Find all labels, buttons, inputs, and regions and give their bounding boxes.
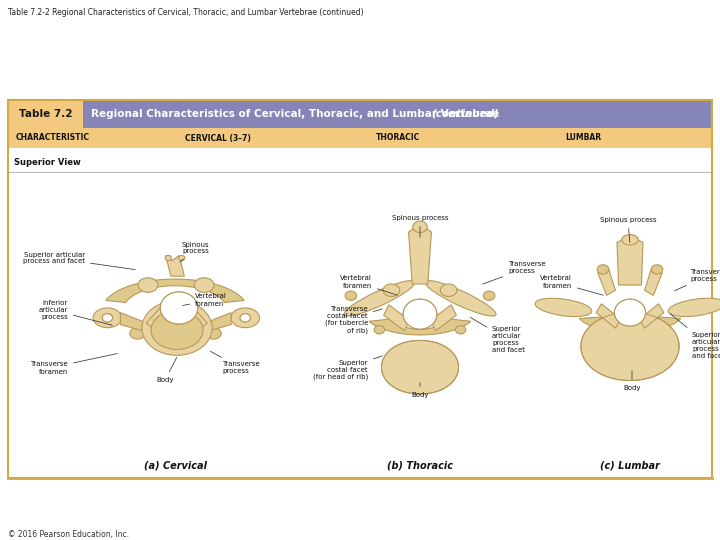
Polygon shape (639, 304, 664, 328)
Text: Superior
articular
process
and facet: Superior articular process and facet (470, 318, 525, 354)
Text: © 2016 Pearson Education, Inc.: © 2016 Pearson Education, Inc. (8, 530, 129, 539)
Polygon shape (431, 305, 456, 331)
Text: Table 7.2: Table 7.2 (19, 109, 72, 119)
Ellipse shape (441, 284, 457, 296)
Text: (a) Cervical: (a) Cervical (143, 461, 207, 471)
Text: (c) Lumbar: (c) Lumbar (600, 461, 660, 471)
Text: Superior articular
process and facet: Superior articular process and facet (23, 252, 135, 269)
Text: Transverse
process: Transverse process (482, 261, 546, 284)
Text: Superior View: Superior View (14, 158, 81, 167)
Ellipse shape (483, 291, 495, 300)
Polygon shape (369, 319, 471, 335)
Text: Superior
articular
process
and facet: Superior articular process and facet (670, 314, 720, 359)
Text: CHARACTERISTIC: CHARACTERISTIC (16, 133, 90, 143)
Ellipse shape (455, 326, 466, 334)
Bar (8, 100, 712, 128)
Polygon shape (382, 340, 459, 394)
Text: Transverse
process: Transverse process (210, 352, 260, 375)
Polygon shape (120, 313, 146, 332)
Ellipse shape (179, 255, 185, 261)
Ellipse shape (142, 301, 212, 355)
Ellipse shape (231, 308, 259, 328)
Ellipse shape (652, 265, 662, 274)
Ellipse shape (535, 298, 592, 316)
Polygon shape (146, 307, 170, 330)
Ellipse shape (165, 255, 171, 261)
Ellipse shape (151, 310, 203, 349)
Polygon shape (205, 313, 231, 332)
Polygon shape (598, 267, 616, 295)
Bar (8, 100, 712, 478)
Ellipse shape (668, 298, 720, 316)
Polygon shape (579, 317, 681, 333)
Text: Superior
costal facet
(for head of rib): Superior costal facet (for head of rib) (312, 356, 382, 380)
Text: Body: Body (156, 357, 176, 383)
Text: CERVICAL (3–7): CERVICAL (3–7) (185, 133, 251, 143)
Polygon shape (644, 267, 662, 295)
Text: (b) Thoracic: (b) Thoracic (387, 461, 453, 471)
Polygon shape (183, 307, 207, 330)
Ellipse shape (374, 326, 384, 334)
Text: Transverse
process: Transverse process (675, 268, 720, 291)
Polygon shape (408, 224, 431, 284)
Text: Vertebral
foramen: Vertebral foramen (340, 275, 397, 295)
Text: (continued): (continued) (431, 109, 499, 119)
Bar (8, 128, 712, 148)
Ellipse shape (598, 265, 608, 274)
Ellipse shape (413, 221, 427, 233)
Ellipse shape (345, 291, 356, 300)
Text: Regional Characteristics of Cervical, Thoracic, and Lumbar Vertebrae: Regional Characteristics of Cervical, Th… (91, 109, 503, 119)
Text: Vertebral
foramen: Vertebral foramen (183, 294, 227, 307)
Polygon shape (617, 236, 643, 285)
Text: LUMBAR: LUMBAR (565, 133, 601, 143)
Ellipse shape (93, 308, 122, 328)
Text: Spinous process: Spinous process (600, 217, 657, 242)
Text: Spinous
process: Spinous process (180, 241, 210, 262)
Polygon shape (106, 279, 244, 302)
Ellipse shape (240, 314, 251, 322)
Polygon shape (166, 255, 184, 276)
Bar (8, 100, 83, 128)
Text: Body: Body (411, 383, 428, 398)
Ellipse shape (206, 328, 221, 339)
Polygon shape (581, 312, 679, 381)
Ellipse shape (621, 234, 639, 245)
Polygon shape (596, 304, 621, 328)
Ellipse shape (138, 278, 158, 292)
Text: Spinous process: Spinous process (392, 215, 449, 237)
Text: Table 7.2-2 Regional Characteristics of Cervical, Thoracic, and Lumbar Vertebrae: Table 7.2-2 Regional Characteristics of … (8, 8, 364, 17)
Text: Inferior
articular
process: Inferior articular process (39, 300, 112, 325)
Ellipse shape (614, 299, 646, 326)
Text: THORACIC: THORACIC (376, 133, 420, 143)
Ellipse shape (383, 284, 400, 296)
Ellipse shape (130, 328, 145, 339)
Text: Transverse
foramen: Transverse foramen (30, 354, 117, 375)
Text: Vertebral
foramen: Vertebral foramen (540, 275, 603, 295)
Ellipse shape (425, 281, 496, 316)
Ellipse shape (194, 278, 214, 292)
Text: Body: Body (624, 371, 641, 391)
Ellipse shape (344, 281, 415, 316)
Ellipse shape (161, 292, 198, 324)
Text: Transverse
costal facet
(for tubercle
of rib): Transverse costal facet (for tubercle of… (325, 306, 382, 334)
Bar (8, 148, 712, 478)
Ellipse shape (102, 314, 112, 322)
Ellipse shape (403, 299, 437, 329)
Polygon shape (384, 305, 410, 331)
